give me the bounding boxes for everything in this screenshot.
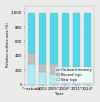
Bar <box>73 77 80 80</box>
Bar <box>39 13 46 64</box>
Bar <box>50 64 58 74</box>
Bar <box>73 80 80 85</box>
Bar <box>28 64 35 85</box>
Bar <box>84 80 91 81</box>
Legend: On-board memory, Reused logic, New logic: On-board memory, Reused logic, New logic <box>55 67 93 83</box>
Bar <box>39 72 46 85</box>
Bar <box>28 13 35 53</box>
Bar <box>39 64 46 72</box>
Y-axis label: Relative surface area (%): Relative surface area (%) <box>6 23 10 67</box>
Bar <box>50 74 58 85</box>
Bar <box>62 77 69 85</box>
Bar <box>50 13 58 64</box>
Bar <box>62 72 69 77</box>
Bar <box>28 53 35 64</box>
Bar <box>84 81 91 85</box>
Bar <box>84 13 91 80</box>
Bar <box>62 13 69 72</box>
X-axis label: Year: Year <box>55 92 64 96</box>
Bar <box>73 13 80 77</box>
